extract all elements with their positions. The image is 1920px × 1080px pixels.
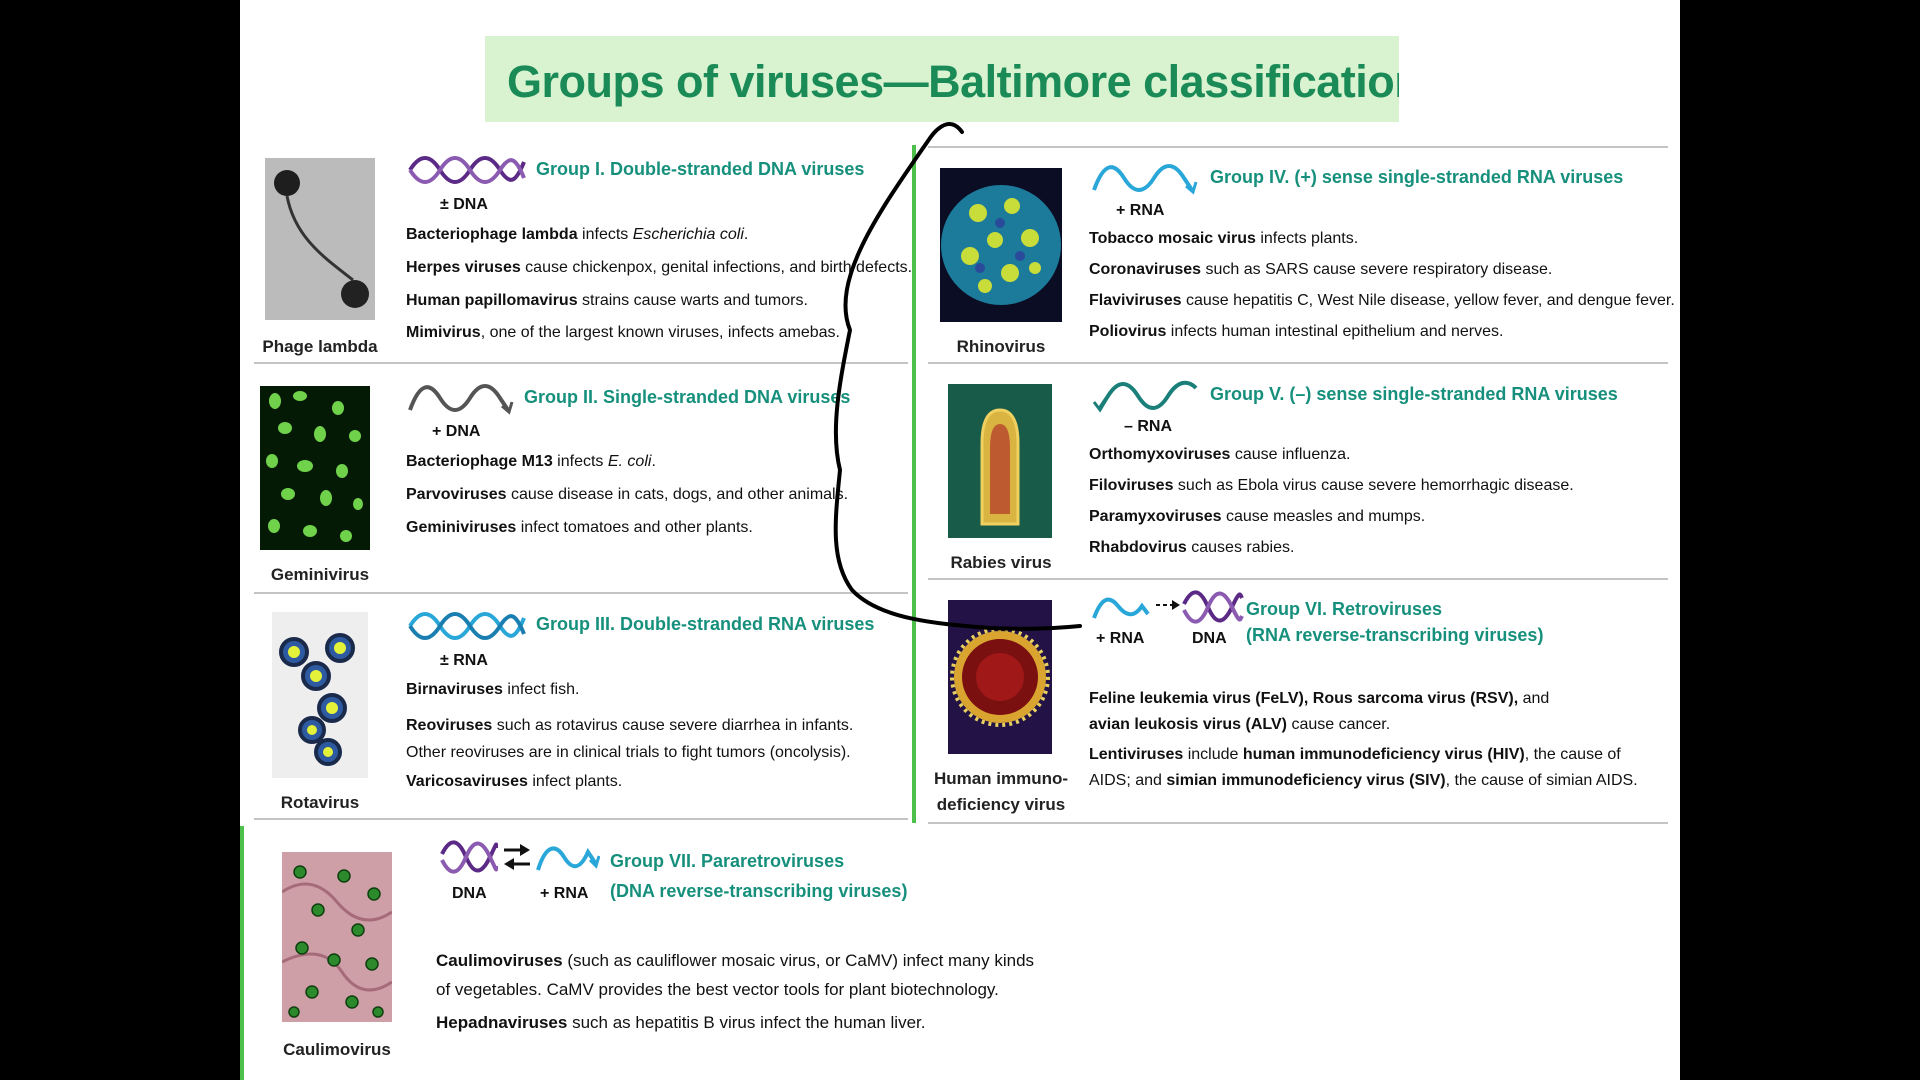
divider [928,578,1668,580]
group-title: Group V. (–) sense single-stranded RNA v… [1210,384,1618,404]
group-title: Group II. Single-stranded DNA viruses [524,387,851,407]
group-line: Mimivirus, one of the largest known viru… [406,324,840,341]
dna-icon [440,840,498,874]
strand-label: DNA [452,885,487,902]
minus-ssrna-icon [1092,380,1198,413]
dsrna-icon [408,612,526,640]
group-line: Hepadnaviruses such as hepatitis B virus… [436,1013,926,1032]
dsdna-icon [408,156,526,184]
title-banner: Groups of viruses—Baltimore classificati… [485,36,1399,122]
thumb-caption: Rotavirus [280,793,360,812]
divider [928,362,1668,364]
group-line: Poliovirus infects human intestinal epit… [1089,323,1504,340]
group-line: Paramyxoviruses cause measles and mumps. [1089,508,1426,525]
thumb-caption: Human immuno-deficiency virus [933,769,1069,814]
thumb-caption: Caulimovirus [283,1040,391,1059]
group-line: Herpes viruses cause chickenpox, genital… [406,259,913,276]
group-title: Group IV. (+) sense single-stranded RNA … [1210,167,1624,187]
ssdna-icon [408,384,514,415]
group-subtitle: (RNA reverse-transcribing viruses) [1246,625,1544,645]
group-line: Reoviruses such as rotavirus cause sever… [406,717,854,761]
thumb-caption: Rhinovirus [956,337,1046,356]
group-line: Feline leukemia virus (FeLV), Rous sarco… [1089,690,1550,733]
plus-rna-icon [536,846,600,871]
thumb-caption: Rabies virus [950,553,1052,572]
slide-title: Groups of viruses—Baltimore classificati… [507,56,1399,107]
strand-label: + RNA [540,885,589,902]
divider [928,822,1668,824]
rotavirus-image [272,612,368,778]
group-title: Group I. Double-stranded DNA viruses [536,159,865,179]
thumb-caption: Phage lambda [262,337,378,356]
strand-label: + RNA [1096,630,1145,647]
strand-label: + DNA [432,423,481,440]
group-line: Bacteriophage M13 infects E. coli. [406,453,656,470]
slide: Groups of viruses—Baltimore classificati… [240,0,1680,1080]
plus-rna-icon [1092,597,1150,619]
strand-label: – RNA [1124,418,1173,435]
divider [928,146,1668,148]
divider [254,818,908,820]
group-title: Group VII. Pararetroviruses [610,851,845,871]
group-line: Varicosaviruses infect plants. [406,773,623,790]
group-line: Orthomyxoviruses cause influenza. [1089,446,1351,463]
group-line: Rhabdovirus causes rabies. [1089,539,1295,556]
handwritten-annotation-stroke [833,122,1082,631]
group-line: Bacteriophage lambda infects Escherichia… [406,226,749,243]
hiv-image [948,600,1052,754]
group-line: Filoviruses such as Ebola virus cause se… [1089,477,1574,494]
caulimovirus-image [282,852,392,1022]
group-line: Tobacco mosaic virus infects plants. [1089,230,1359,247]
group-line: Parvoviruses cause disease in cats, dogs… [406,486,849,503]
group-title: Group III. Double-stranded RNA viruses [536,614,875,634]
plus-ssrna-icon [1092,164,1198,195]
reverse-transcription-arrow-icon [1156,600,1180,610]
geminivirus-image [260,386,370,550]
column-divider [912,145,916,823]
group-title: Group VI. Retroviruses [1246,599,1443,619]
group-line: Human papillomavirus strains cause warts… [406,292,808,309]
strand-label: DNA [1192,630,1227,647]
group-line: Geminiviruses infect tomatoes and other … [406,519,753,536]
group-line: Caulimoviruses (such as cauliflower mosa… [436,951,1035,999]
divider [254,592,908,594]
phage-lambda-image [265,158,375,320]
rhinovirus-image [940,168,1062,322]
group-line: Coronaviruses such as SARS cause severe … [1089,261,1553,278]
divider [254,362,908,364]
rabies-virus-image [948,384,1052,538]
group-line: Birnaviruses infect fish. [406,681,580,698]
reversible-arrows-icon [504,844,530,870]
strand-label: ± RNA [440,652,488,669]
group-subtitle: (DNA reverse-transcribing viruses) [610,881,908,901]
dna-icon [1182,590,1244,624]
group-line: Lentiviruses include human immunodeficie… [1089,746,1638,789]
strand-label: ± DNA [440,196,488,213]
thumb-caption: Geminivirus [270,565,370,584]
strand-label: + RNA [1116,202,1165,219]
bottom-left-rule [240,826,244,1080]
group-line: Flaviviruses cause hepatitis C, West Nil… [1089,292,1675,309]
